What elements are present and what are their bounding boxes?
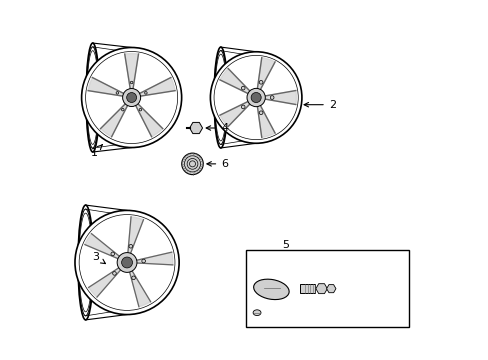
Polygon shape [128,217,143,253]
Circle shape [131,276,135,280]
Circle shape [122,108,124,111]
Circle shape [144,92,147,94]
Circle shape [259,80,263,84]
Polygon shape [85,234,119,258]
Circle shape [122,89,141,107]
Polygon shape [264,90,296,104]
Text: 6: 6 [206,159,228,169]
Polygon shape [137,252,173,265]
Circle shape [117,253,137,273]
Circle shape [81,48,181,148]
Circle shape [210,52,301,143]
Circle shape [75,210,179,315]
Polygon shape [88,268,121,297]
Circle shape [251,93,261,103]
Bar [246,250,408,327]
Circle shape [259,111,263,114]
Polygon shape [101,104,127,137]
Circle shape [116,92,119,94]
Circle shape [142,259,145,263]
Text: 1: 1 [90,145,102,158]
Text: 2: 2 [304,100,335,110]
Circle shape [112,271,116,275]
Polygon shape [220,68,249,94]
Circle shape [111,252,114,256]
Circle shape [246,88,265,107]
Text: 3: 3 [92,252,105,264]
Text: 4: 4 [206,123,228,133]
Polygon shape [257,105,274,138]
Circle shape [126,93,136,103]
Text: 5: 5 [282,239,288,249]
Polygon shape [124,54,138,89]
Ellipse shape [253,310,261,316]
Circle shape [139,108,142,111]
Polygon shape [257,58,274,89]
Bar [300,284,314,293]
Circle shape [129,244,132,248]
Circle shape [270,96,273,99]
Circle shape [241,86,244,90]
Circle shape [241,105,244,109]
Circle shape [130,81,133,84]
Ellipse shape [253,279,288,300]
Polygon shape [129,271,150,307]
Polygon shape [88,77,123,96]
Polygon shape [140,77,175,96]
Circle shape [122,257,132,268]
Circle shape [182,153,203,175]
Polygon shape [220,102,249,126]
Polygon shape [136,104,163,137]
